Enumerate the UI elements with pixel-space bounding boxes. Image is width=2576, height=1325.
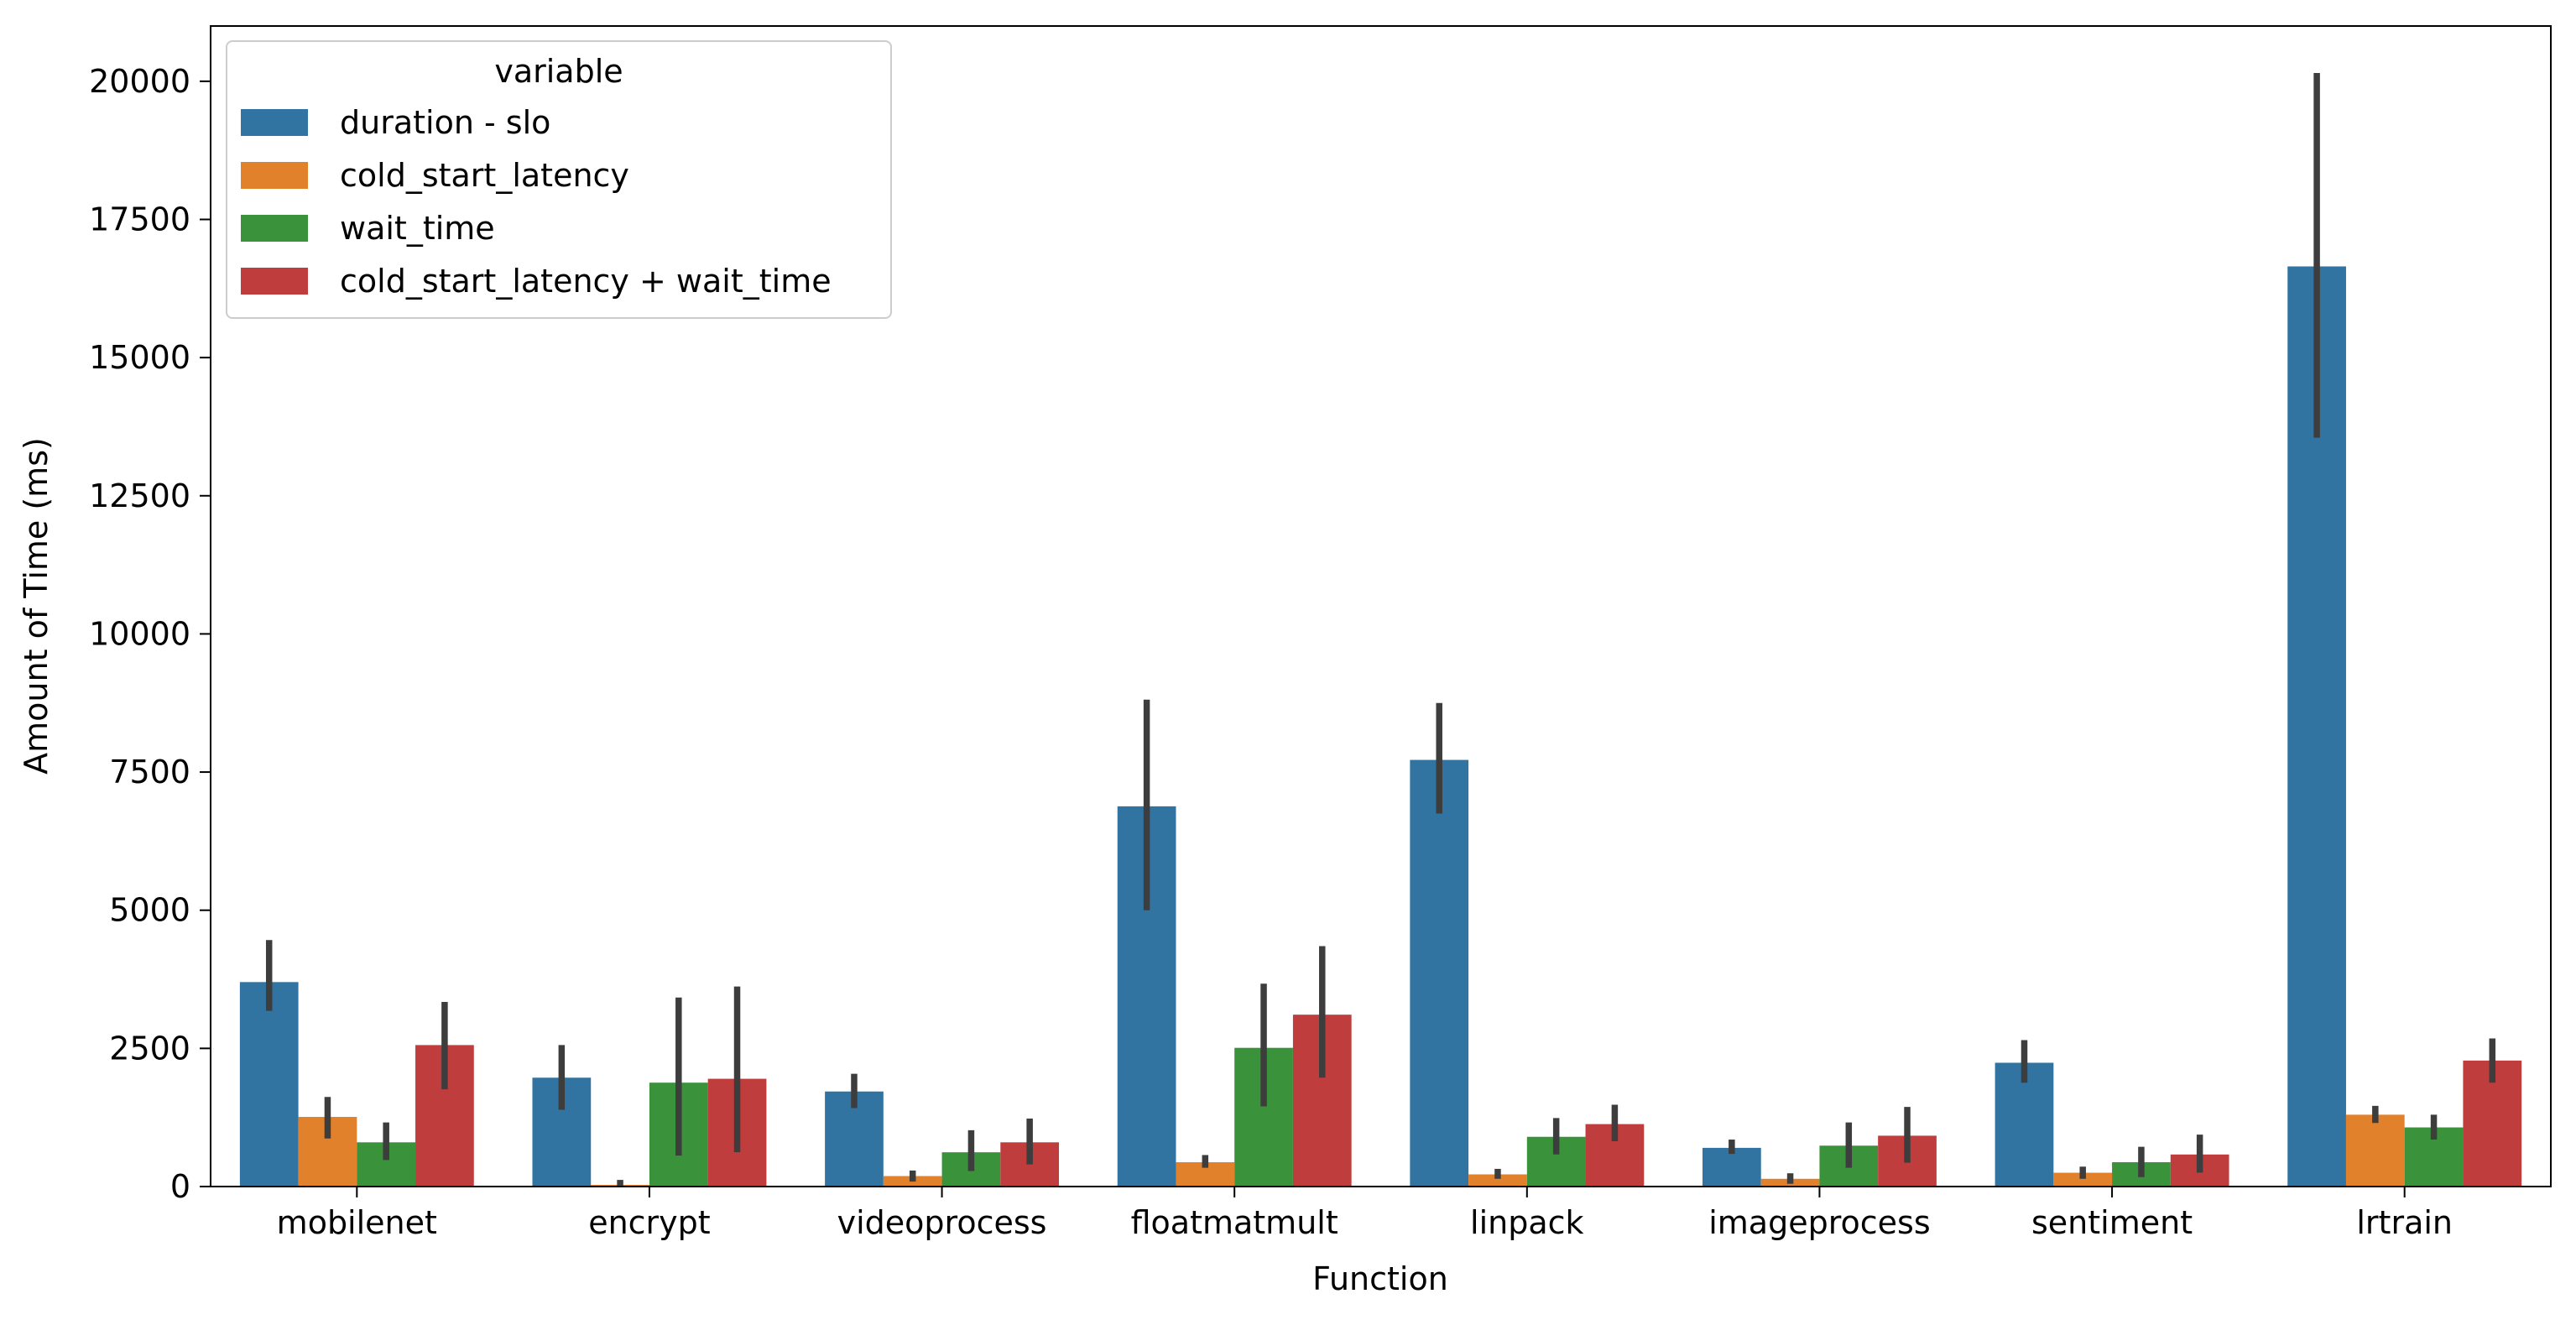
y-tick-label: 0 — [170, 1168, 190, 1205]
y-tick-label: 17500 — [89, 201, 190, 238]
bar-linpack-0 — [1410, 759, 1469, 1187]
bar-sentiment-0 — [1995, 1062, 2054, 1187]
legend-swatch — [241, 109, 308, 136]
x-tick-label: floatmatmult — [1131, 1204, 1338, 1241]
legend-frame — [226, 40, 892, 319]
x-tick-label: lrtrain — [2356, 1204, 2453, 1241]
x-tick-label: mobilenet — [277, 1204, 437, 1241]
x-tick-label: encrypt — [588, 1204, 711, 1241]
x-axis: mobilenet encrypt videoprocess floatmatmult… — [277, 1187, 2453, 1241]
x-tick-label: linpack — [1470, 1204, 1584, 1241]
x-tick-label: sentiment — [2031, 1204, 2193, 1241]
bar-lrtrain-1 — [2345, 1114, 2405, 1187]
bar-imageprocess-0 — [1702, 1147, 1761, 1187]
bar-linpack-1 — [1468, 1174, 1527, 1187]
legend-swatch — [241, 268, 308, 295]
legend-label: cold_start_latency + wait_time — [340, 263, 832, 300]
y-axis: 0 2500 5000 7500 10000 12500 15000 17500 20000 — [89, 63, 211, 1205]
y-tick-label: 20000 — [89, 63, 190, 100]
x-tick-label: videoprocess — [837, 1204, 1047, 1241]
y-tick-label: 7500 — [109, 754, 190, 790]
legend-label: duration - slo — [340, 104, 550, 141]
bars-layer — [239, 266, 2522, 1187]
y-tick-label: 2500 — [109, 1030, 190, 1067]
legend-swatch — [241, 162, 308, 189]
legend-label: wait_time — [340, 210, 495, 247]
legend-title: variable — [494, 53, 623, 90]
plot-frame — [210, 25, 2552, 1187]
bar-sentiment-1 — [2053, 1172, 2113, 1187]
x-axis-label: Function — [1312, 1260, 1448, 1297]
x-tick-label: imageprocess — [1708, 1204, 1930, 1241]
legend: variable duration - slo cold_start_latenc… — [226, 40, 892, 319]
y-tick-label: 10000 — [89, 615, 190, 652]
y-tick-label: 12500 — [89, 477, 190, 514]
y-tick-label: 15000 — [89, 339, 190, 376]
bar-mobilenet-0 — [239, 982, 299, 1187]
legend-label: cold_start_latency — [340, 157, 629, 194]
y-tick-label: 5000 — [109, 892, 190, 929]
legend-swatch — [241, 215, 308, 242]
y-axis-label: Amount of Time (ms) — [18, 437, 55, 775]
legend-entries: duration - slo cold_start_latency wait_tim… — [241, 104, 832, 300]
error-bars-layer — [265, 72, 2496, 1187]
